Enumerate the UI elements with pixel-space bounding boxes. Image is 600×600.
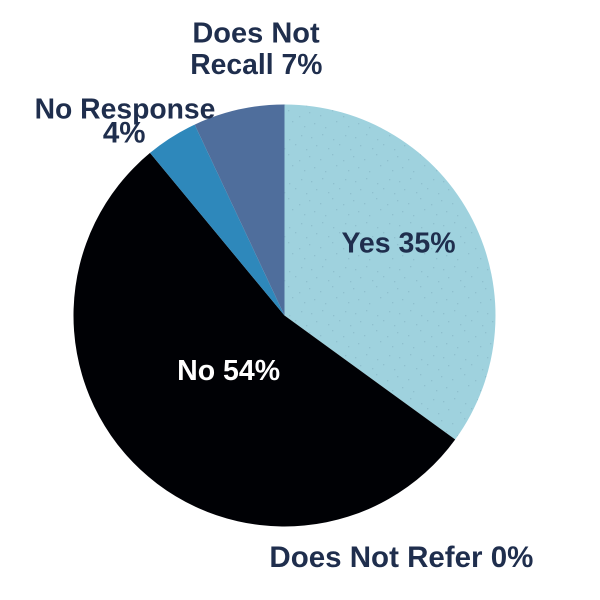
svg-text:Yes 35%: Yes 35% (341, 228, 455, 260)
svg-text:Does Not Refer 0%: Does Not Refer 0% (269, 541, 533, 574)
svg-text:Does Not: Does Not (192, 18, 320, 50)
svg-text:4%: 4% (103, 117, 146, 150)
svg-text:Recall 7%: Recall 7% (190, 48, 322, 80)
svg-text:No 54%: No 54% (177, 355, 280, 387)
svg-text:No Response: No Response (35, 93, 216, 125)
